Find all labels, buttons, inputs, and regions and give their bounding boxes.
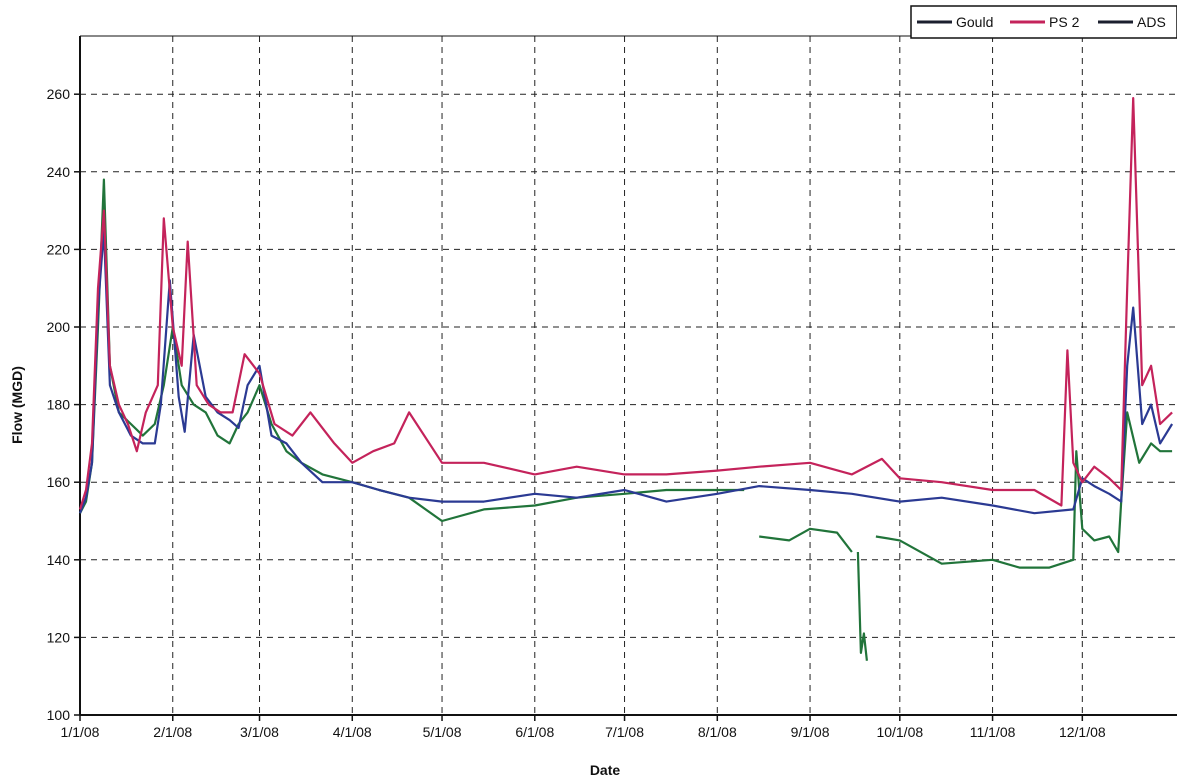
- x-tick-label: 4/1/08: [333, 724, 372, 740]
- x-tick-label: 2/1/08: [153, 724, 192, 740]
- y-tick-label: 180: [47, 397, 71, 413]
- series-line-ads: [875, 411, 1173, 569]
- x-axis-title: Date: [590, 762, 621, 778]
- series-line-ads: [856, 551, 868, 661]
- x-tick-label: 7/1/08: [605, 724, 644, 740]
- y-tick-label: 140: [47, 552, 71, 568]
- y-tick-label: 220: [47, 241, 71, 257]
- y-tick-label: 260: [47, 86, 71, 102]
- series-line-ads: [759, 527, 853, 553]
- y-tick-label: 160: [47, 474, 71, 490]
- x-tick-label: 3/1/08: [240, 724, 279, 740]
- y-tick-label: 120: [47, 629, 71, 645]
- x-tick-label: 1/1/08: [61, 724, 100, 740]
- y-tick-label: 200: [47, 319, 71, 335]
- legend-label-ps2: PS 2: [1049, 14, 1080, 30]
- legend-label-ads: ADS: [1137, 14, 1166, 30]
- legend: Gould PS 2 ADS: [910, 5, 1177, 39]
- series-line-ps2: [78, 96, 1173, 510]
- legend-label-gould: Gould: [956, 14, 993, 30]
- y-tick-label: 240: [47, 164, 71, 180]
- y-tick-label: 100: [47, 707, 71, 723]
- axes: [74, 35, 1177, 721]
- x-tick-label: 5/1/08: [423, 724, 462, 740]
- tick-labels: 1/1/08 2/1/08 3/1/08 4/1/08 5/1/08 6/1/08 7/1/…: [47, 86, 1106, 740]
- x-tick-label: 6/1/08: [515, 724, 554, 740]
- series-group: [78, 96, 1174, 661]
- x-tick-label: 11/1/08: [970, 724, 1016, 740]
- y-axis-title: Flow (MGD): [9, 366, 25, 444]
- x-tick-label: 12/1/08: [1059, 724, 1106, 740]
- x-tick-label: 9/1/08: [791, 724, 830, 740]
- x-tick-label: 8/1/08: [698, 724, 737, 740]
- x-tick-label: 10/1/08: [876, 724, 923, 740]
- series-line-ads: [79, 178, 745, 523]
- series-line-gould: [78, 228, 1174, 515]
- grid-lines: [80, 36, 1177, 715]
